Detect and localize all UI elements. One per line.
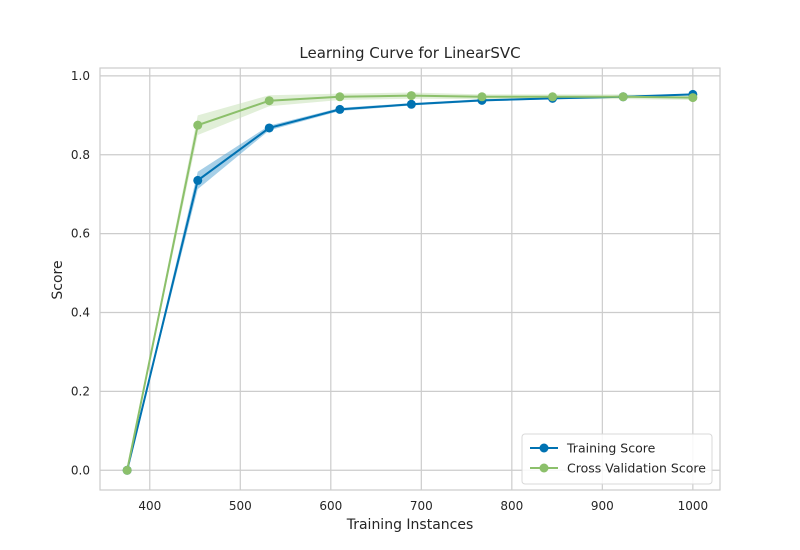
cross-validation-score-legend-marker [539,463,549,473]
cross-validation-score-point [477,92,487,102]
x-tick-label: 400 [138,499,161,513]
x-tick-label: 600 [319,499,342,513]
cross-validation-score-point [122,465,132,475]
cross-validation-score-point [548,92,558,102]
legend: Training Score Cross Validation Score [521,433,713,485]
cross-validation-score-legend-label: Cross Validation Score [567,461,706,476]
grid [100,68,720,490]
x-tick-label: 1000 [678,499,709,513]
x-tick-label: 900 [591,499,614,513]
training-score-point [406,99,416,109]
training-score-legend-marker [539,443,549,453]
training-score-legend-label: Training Score [566,441,656,456]
x-axis-label: Training Instances [346,517,474,533]
training-score-point [193,175,203,185]
cross-validation-score-point [193,120,203,130]
cross-validation-score-point [335,92,345,102]
legend-box [521,433,713,485]
training-score-point [264,123,274,133]
training-score-point [335,104,345,114]
y-tick-label: 0.6 [71,227,90,241]
cross-validation-score-point [406,91,416,101]
y-tick-label: 1.0 [71,69,90,83]
cross-validation-score-point [688,93,698,103]
x-tick-labels: 400 500 600 700 800 900 1000 [138,499,708,513]
plot-frame [99,67,721,491]
cross-validation-score-point [618,92,628,102]
series-points [122,89,698,475]
x-tick-label: 800 [500,499,523,513]
y-tick-label: 0.2 [71,384,90,398]
y-tick-label: 0.4 [71,306,90,320]
x-tick-label: 700 [410,499,433,513]
cross-validation-score-point [264,96,274,106]
y-tick-label: 0.0 [71,463,90,477]
x-tick-label: 500 [229,499,252,513]
chart-title: Learning Curve for LinearSVC [299,44,520,62]
y-axis-label: Score [50,260,66,299]
y-tick-label: 0.8 [71,148,90,162]
y-tick-labels: 0.0 0.2 0.4 0.6 0.8 1.0 [71,69,90,477]
